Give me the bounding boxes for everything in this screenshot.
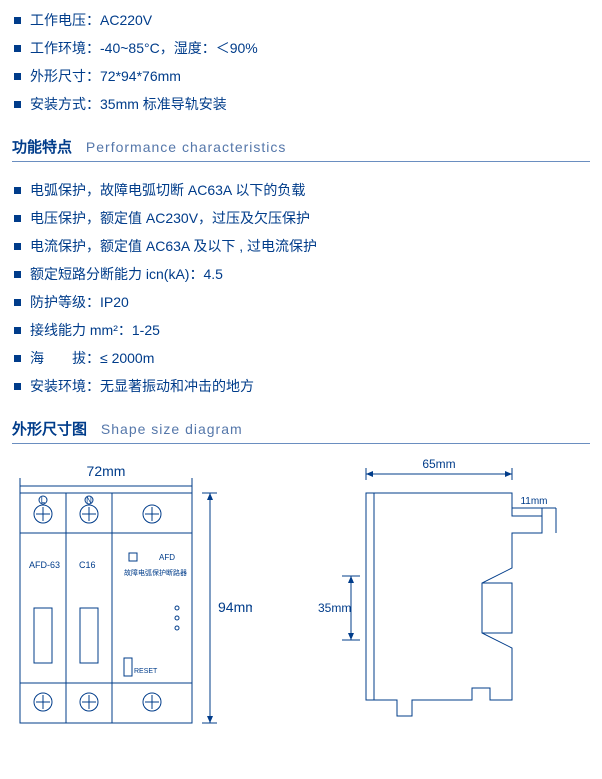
side-view-diagram: 65mm 35mm 11mm (312, 458, 572, 738)
spec-value: 35mm 标准导轨安装 (100, 96, 227, 112)
performance-list: 电弧保护，故障电弧切断 AC63A 以下的负载 电压保护，额定值 AC230V，… (12, 176, 590, 400)
dim-clip: 11mm (520, 496, 547, 507)
dim-height: 94mm (218, 599, 252, 615)
spec-value: 72*94*76mm (100, 68, 181, 84)
section-title-cn: 外形尺寸图 (12, 421, 87, 438)
spec-list: 工作电压：AC220V 工作环境：-40~85°C，湿度：＜90% 外形尺寸：7… (12, 6, 590, 118)
section-title-cn: 功能特点 (12, 139, 72, 156)
section-header-shape: 外形尺寸图 Shape size diagram (12, 418, 590, 444)
model-right: C16 (79, 560, 96, 570)
section-header-performance: 功能特点 Performance characteristics (12, 136, 590, 162)
perf-item: 防护等级：IP20 (12, 288, 590, 316)
diagram-container: 72mm (12, 458, 590, 738)
svg-text:N: N (86, 496, 92, 505)
model-left: AFD-63 (29, 560, 60, 570)
spec-item: 工作电压：AC220V (12, 6, 590, 34)
perf-item: 电压保护，额定值 AC230V，过压及欠压保护 (12, 204, 590, 232)
perf-item: 接线能力 mm²：1-25 (12, 316, 590, 344)
spec-label: 工作电压： (30, 12, 100, 28)
afd-desc: 故障电弧保护断路器 (124, 568, 187, 577)
spec-label: 工作环境： (30, 40, 100, 56)
spec-item: 工作环境：-40~85°C，湿度：＜90% (12, 34, 590, 62)
reset-label: RESET (134, 668, 158, 675)
perf-item: 额定短路分断能力 icn(kA)：4.5 (12, 260, 590, 288)
front-view-diagram: 72mm (12, 458, 252, 738)
afd-label: AFD (159, 553, 175, 562)
section-title-en: Shape size diagram (101, 421, 243, 437)
spec-value: -40~85°C，湿度：＜90% (100, 40, 258, 56)
dim-side-height: 35mm (318, 601, 351, 615)
spec-item: 安装方式：35mm 标准导轨安装 (12, 90, 590, 118)
spec-item: 外形尺寸：72*94*76mm (12, 62, 590, 90)
spec-label: 安装方式： (30, 96, 100, 112)
spec-label: 外形尺寸： (30, 68, 100, 84)
perf-item: 海 拔：≤ 2000m (12, 344, 590, 372)
perf-item: 电流保护，额定值 AC63A 及以下 , 过电流保护 (12, 232, 590, 260)
perf-item: 安装环境：无显著振动和冲击的地方 (12, 372, 590, 400)
svg-text:L: L (41, 496, 46, 505)
dim-width: 72mm (87, 463, 126, 479)
perf-item: 电弧保护，故障电弧切断 AC63A 以下的负载 (12, 176, 590, 204)
section-title-en: Performance characteristics (86, 139, 287, 155)
spec-value: AC220V (100, 12, 152, 28)
dim-side-width: 65mm (422, 458, 455, 471)
